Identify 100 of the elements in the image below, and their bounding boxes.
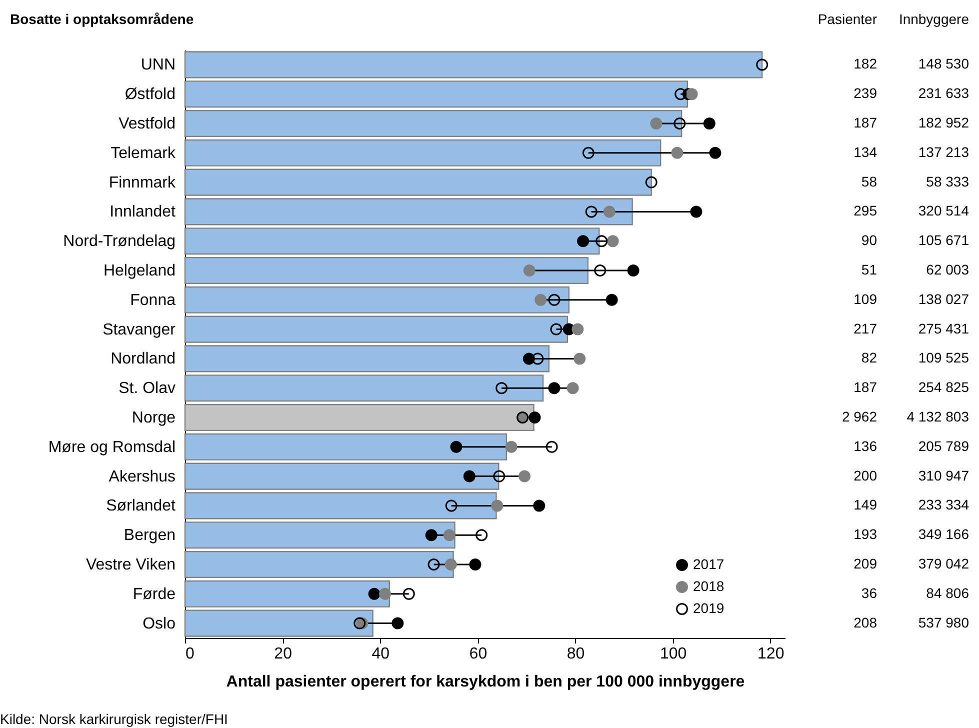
point bbox=[606, 235, 619, 248]
point bbox=[444, 558, 457, 570]
y-tick-label: Innlandet bbox=[110, 204, 176, 221]
point bbox=[572, 323, 584, 336]
y-tick-label: Oslo bbox=[142, 615, 176, 632]
point bbox=[671, 146, 684, 159]
point bbox=[690, 206, 702, 218]
point bbox=[596, 235, 608, 248]
text: 187 bbox=[854, 114, 878, 130]
point bbox=[603, 206, 616, 218]
text: 187 bbox=[854, 379, 878, 396]
point bbox=[674, 88, 687, 100]
y-tick-label: Østfold bbox=[124, 86, 176, 104]
bar bbox=[184, 139, 662, 166]
point bbox=[493, 470, 506, 482]
point bbox=[469, 558, 482, 570]
point bbox=[548, 382, 560, 394]
bar bbox=[184, 610, 374, 637]
text: 193 bbox=[854, 526, 878, 542]
text: 231 633 bbox=[918, 85, 970, 102]
x-tick-label: 100 bbox=[660, 646, 687, 662]
y-tick-label: Vestfold bbox=[118, 116, 176, 132]
point bbox=[709, 146, 722, 159]
point bbox=[523, 264, 536, 276]
point bbox=[368, 588, 380, 600]
x-tick-label: 20 bbox=[274, 646, 292, 662]
point bbox=[528, 412, 541, 424]
y-tick-label: UNN bbox=[140, 56, 176, 74]
bar bbox=[184, 462, 500, 490]
point bbox=[594, 264, 606, 276]
bar bbox=[184, 404, 534, 432]
legend-label: 2017 bbox=[693, 556, 724, 572]
text: 82 bbox=[861, 350, 878, 366]
x-tick-label: 60 bbox=[469, 646, 488, 662]
point bbox=[546, 440, 558, 453]
point bbox=[577, 235, 590, 248]
point bbox=[582, 146, 594, 159]
legend-label: 2018 bbox=[693, 578, 724, 594]
text: 275 431 bbox=[918, 320, 970, 336]
point bbox=[650, 118, 662, 130]
point bbox=[392, 617, 404, 630]
text: 109 525 bbox=[918, 350, 970, 366]
text: 62 003 bbox=[926, 262, 970, 278]
point bbox=[518, 470, 531, 482]
point bbox=[425, 529, 438, 542]
text: 379 042 bbox=[918, 556, 970, 572]
text: 205 789 bbox=[918, 438, 970, 454]
bar bbox=[184, 168, 652, 196]
point bbox=[686, 88, 698, 100]
point bbox=[627, 264, 640, 276]
point bbox=[532, 352, 544, 365]
text: 537 980 bbox=[918, 614, 970, 630]
point bbox=[756, 58, 768, 71]
point bbox=[534, 294, 547, 306]
x-tick-label: 0 bbox=[186, 646, 194, 662]
text: 209 bbox=[854, 556, 878, 572]
point bbox=[574, 352, 586, 365]
y-tick-label: Stavanger bbox=[102, 321, 176, 338]
text: 84 806 bbox=[926, 584, 970, 601]
point bbox=[533, 500, 546, 512]
point bbox=[379, 588, 391, 600]
text: 349 166 bbox=[918, 526, 970, 542]
point bbox=[645, 176, 658, 188]
text: 134 bbox=[854, 144, 878, 160]
bar bbox=[184, 550, 454, 578]
y-tick-label: Møre og Romsdal bbox=[48, 438, 176, 456]
y-tick-label: St. Olav bbox=[118, 380, 176, 398]
text: 90 bbox=[861, 232, 878, 248]
text: 200 bbox=[854, 467, 878, 484]
text: 310 947 bbox=[918, 467, 970, 484]
y-tick-label: Førde bbox=[132, 586, 176, 603]
point bbox=[491, 500, 504, 512]
point bbox=[354, 617, 366, 630]
point bbox=[548, 294, 560, 306]
y-tick-label: Sørlandet bbox=[106, 498, 176, 515]
bar bbox=[184, 51, 763, 78]
text: 148 530 bbox=[918, 56, 970, 72]
text: 182 952 bbox=[918, 114, 970, 130]
point bbox=[703, 118, 716, 130]
y-tick-label: Bergen bbox=[124, 527, 176, 544]
bar bbox=[184, 228, 600, 255]
text: 105 671 bbox=[918, 232, 970, 248]
text: 233 334 bbox=[918, 496, 970, 513]
y-tick-label: Helgeland bbox=[103, 262, 176, 280]
text: 4 132 803 bbox=[906, 408, 970, 424]
text: 295 bbox=[854, 202, 878, 219]
text: 182 bbox=[854, 56, 878, 72]
text: 109 bbox=[854, 290, 878, 307]
bar bbox=[184, 110, 682, 138]
bar bbox=[184, 256, 589, 284]
point bbox=[402, 588, 415, 600]
point bbox=[585, 206, 598, 218]
y-tick-label: Vestre Viken bbox=[86, 556, 176, 574]
bar bbox=[184, 522, 456, 549]
chart-title: Bosatte i opptaksområdene bbox=[10, 11, 194, 27]
text: Innbyggere bbox=[898, 11, 970, 27]
y-tick-label: Finnmark bbox=[108, 174, 176, 192]
x-tick-label: 80 bbox=[566, 646, 585, 662]
text: Pasienter bbox=[818, 11, 878, 27]
y-tick-label: Norge bbox=[132, 410, 176, 426]
